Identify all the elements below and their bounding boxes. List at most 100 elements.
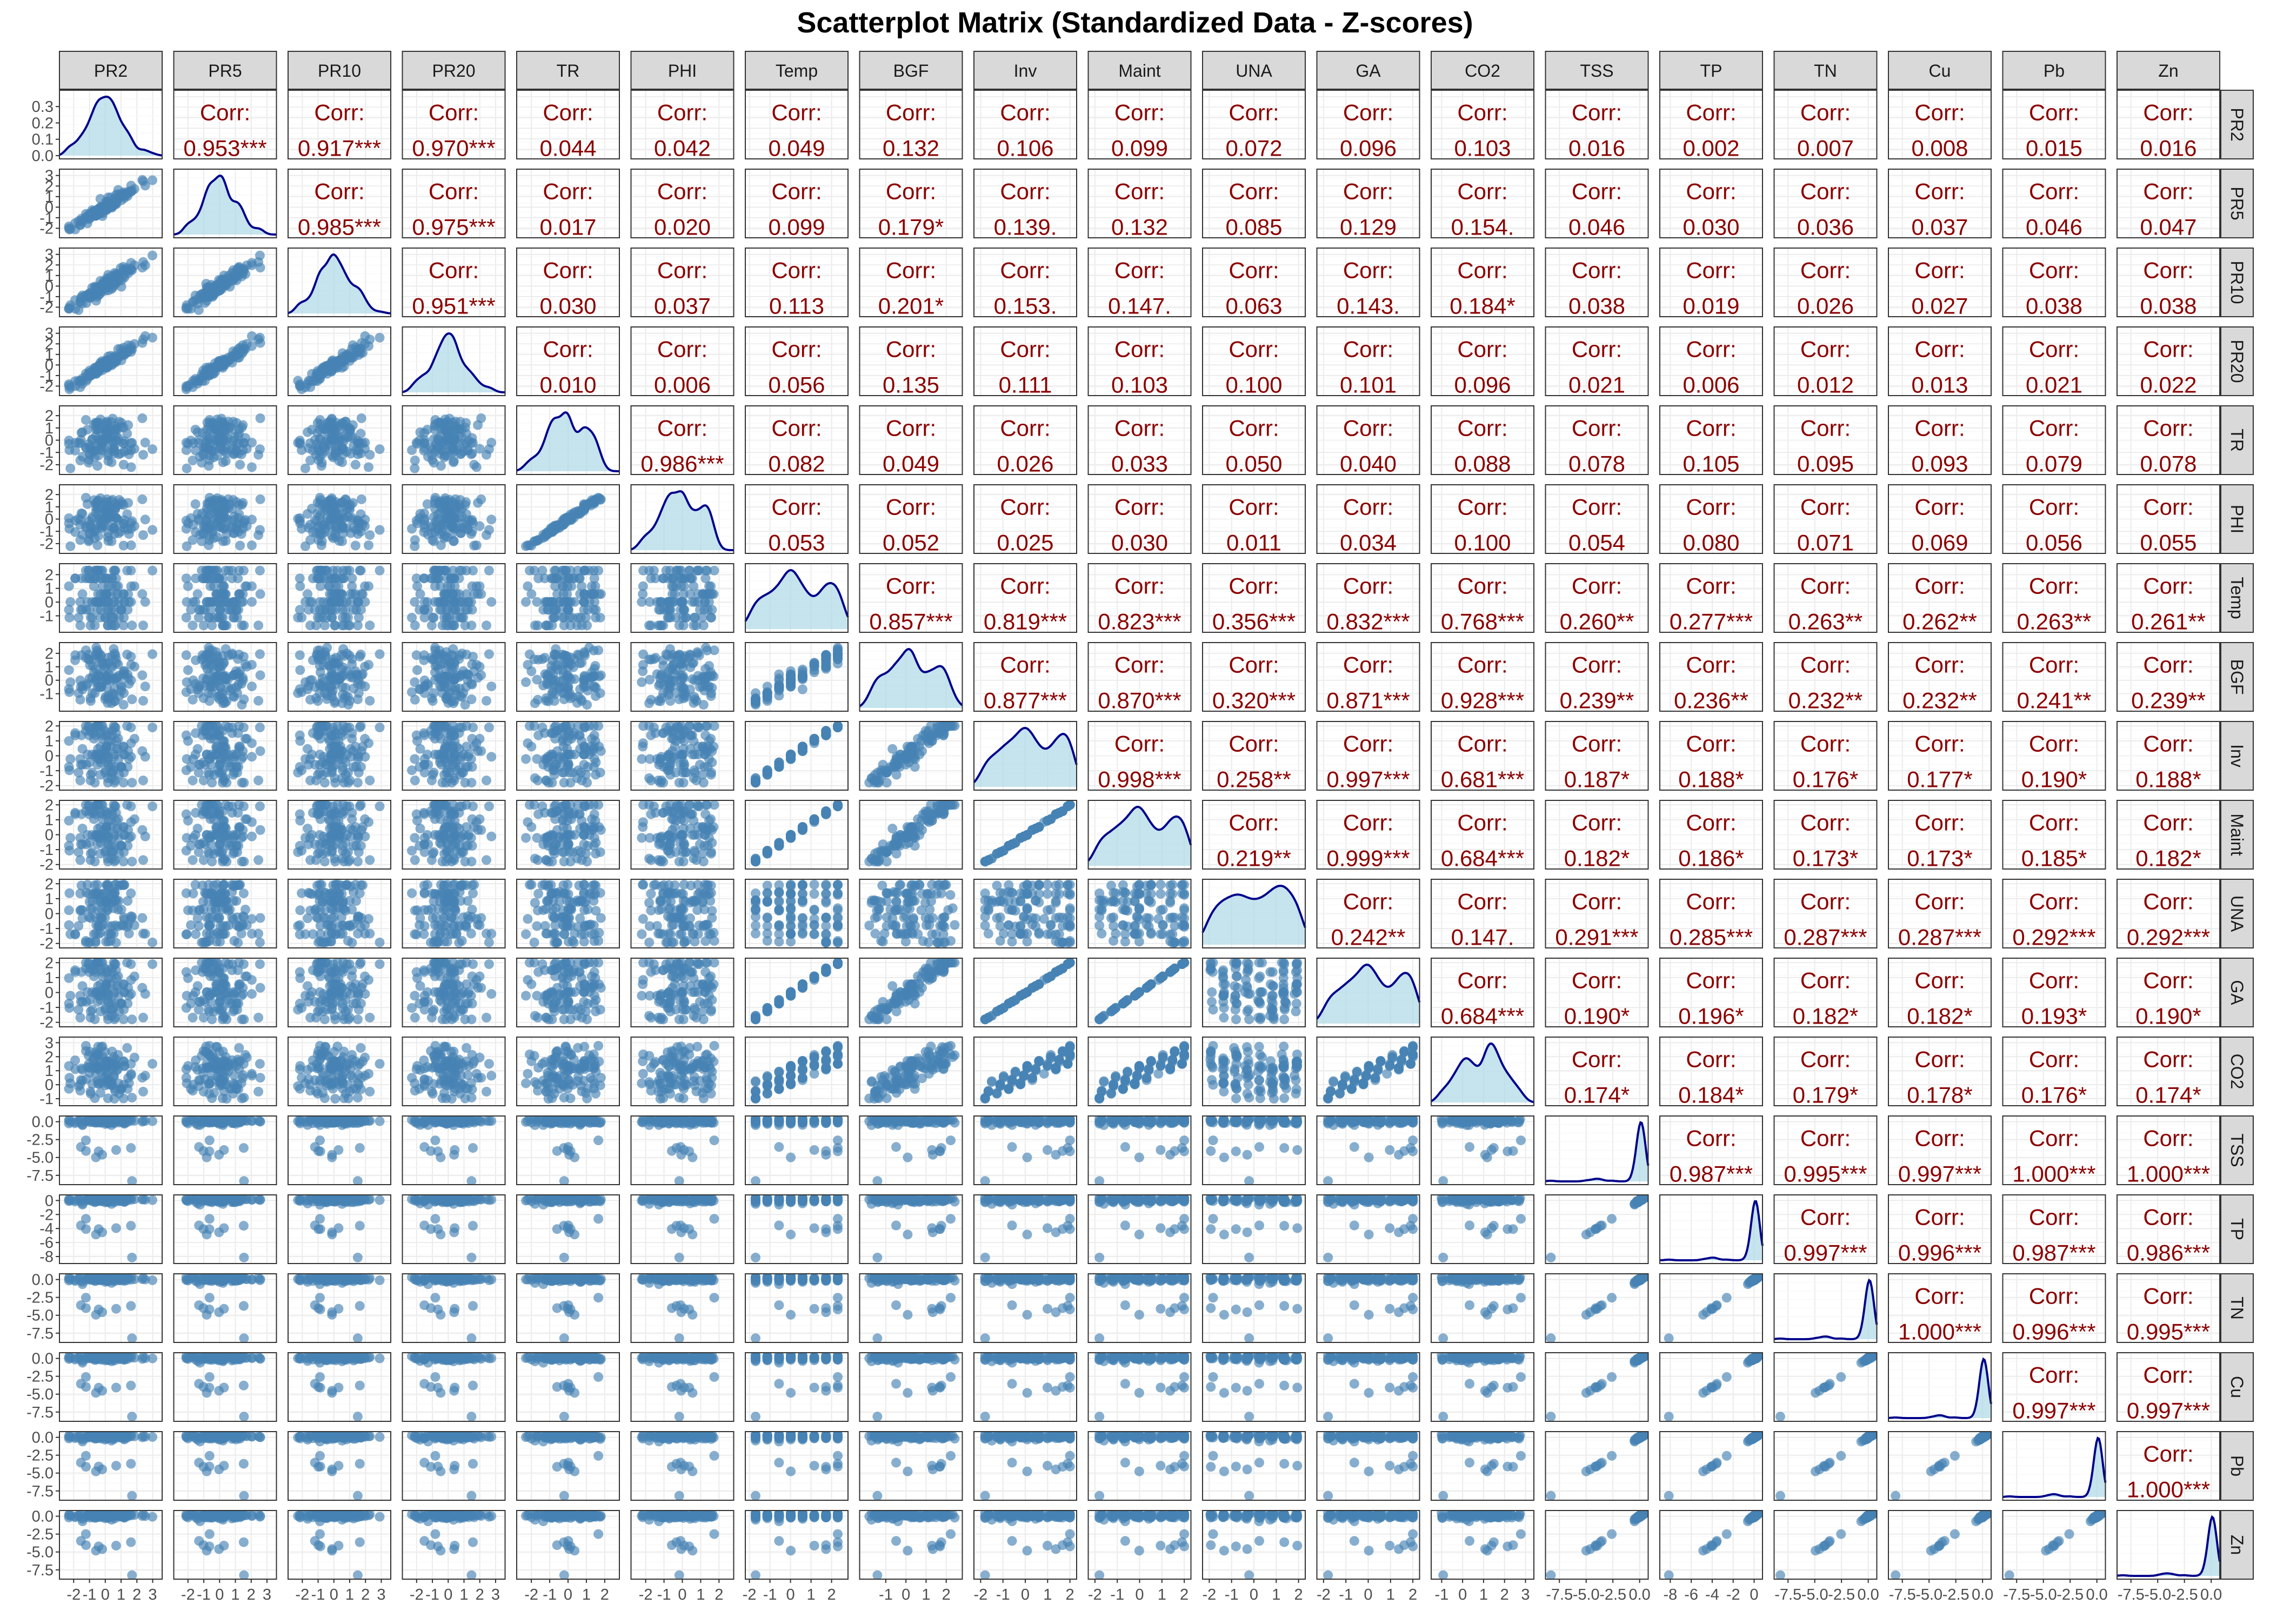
strip-label-top-tn: TN (1814, 61, 1837, 81)
scatter-point (78, 509, 88, 519)
scatter-point (357, 589, 366, 599)
strip-label-right-una: UNA (2227, 895, 2247, 932)
corr-label: Corr: (771, 179, 822, 204)
corr-value-tr-temp: 0.082 (768, 451, 825, 477)
scatter-point (336, 424, 345, 434)
scatter-point (106, 605, 116, 614)
scatter-point (112, 589, 122, 599)
scatter-point (303, 427, 312, 437)
scatter-point (233, 573, 243, 583)
panel-pr20-cu: Corr:0.013 (1888, 327, 1991, 398)
scatter-point (231, 597, 241, 607)
scatter-point (122, 509, 132, 519)
scatter-point (458, 597, 468, 607)
corr-label: Corr: (429, 100, 479, 125)
corr-value-phi-tss: 0.054 (1568, 530, 1625, 556)
scatter-point (476, 589, 486, 599)
corr-label: Corr: (1114, 494, 1165, 520)
scatter-point (315, 530, 325, 539)
scatter-point (360, 514, 370, 524)
strip-label-right-temp: Temp (2227, 577, 2247, 619)
panel-pr5-pr20: Corr:0.975*** (403, 169, 505, 240)
corr-label: Corr: (2029, 337, 2079, 362)
corr-label: Corr: (657, 100, 707, 125)
scatter-point (293, 376, 303, 386)
scatter-point (205, 520, 215, 530)
strip-label-right-pr20: PR20 (2227, 339, 2247, 383)
corr-label: Corr: (1343, 494, 1393, 520)
scatter-point (449, 457, 458, 467)
scatter-point (457, 566, 467, 576)
scatter-point (65, 597, 75, 607)
panel-tr-pr2 (59, 406, 162, 474)
scatter-point (448, 589, 458, 599)
scatter-point (141, 514, 150, 524)
panel-pr5-zn: Corr:0.047 (2117, 169, 2220, 240)
scatter-point (364, 540, 373, 550)
scatter-point (538, 530, 548, 539)
scatter-point (430, 421, 440, 431)
corr-value-pr5-tr: 0.017 (539, 215, 596, 240)
scatter-point (221, 436, 231, 446)
panel-phi-co2: Corr:0.100 (1431, 485, 1534, 556)
scatter-point (482, 530, 491, 540)
scatter-point (239, 566, 249, 576)
corr-label: Corr: (1114, 100, 1165, 125)
scatter-point (65, 300, 75, 310)
panel-phi-pr5 (174, 485, 277, 553)
corr-label: Corr: (1457, 416, 1507, 441)
scatter-point (78, 299, 88, 309)
panel-pr20-pr20 (403, 327, 505, 396)
corr-value-pr10-inv: 0.153. (994, 293, 1057, 319)
corr-label: Corr: (1686, 100, 1736, 125)
corr-value-pr20-tr: 0.010 (539, 372, 596, 398)
corr-value-pr20-bgf: 0.135 (883, 372, 939, 398)
scatter-point (119, 447, 129, 457)
scatter-point (326, 513, 336, 523)
scatter-point (337, 537, 347, 546)
corr-value-tr-co2: 0.088 (1454, 451, 1511, 477)
scatter-point (218, 620, 228, 630)
corr-value-pr20-una: 0.100 (1225, 372, 1282, 398)
corr-value-phi-ga: 0.034 (1340, 530, 1397, 556)
panel-pr5-pr2 (59, 169, 162, 238)
corr-label: Corr: (543, 179, 593, 204)
corr-label: Corr: (1800, 416, 1851, 441)
corr-label: Corr: (2029, 494, 2079, 520)
corr-label: Corr: (1686, 494, 1736, 520)
corr-label: Corr: (1343, 337, 1393, 362)
corr-value-pr5-co2: 0.154. (1451, 215, 1514, 240)
strip-label-top-tp: TP (1700, 61, 1722, 81)
corr-label: Corr: (886, 258, 936, 283)
panel-pr5-phi: Corr:0.020 (631, 169, 734, 240)
scatter-point (106, 620, 116, 630)
scatter-point (355, 566, 365, 576)
scatter-point (123, 498, 133, 508)
corr-value-pr2-tp: 0.002 (1683, 136, 1739, 161)
corr-label: Corr: (314, 100, 364, 125)
scatter-point (119, 523, 129, 533)
corr-value-tr-maint: 0.033 (1111, 451, 1168, 477)
panel-pr10-tss: Corr:0.038 (1546, 248, 1648, 319)
panel-pr5-temp: Corr:0.099 (745, 169, 848, 240)
panel-pr10-una: Corr:0.063 (1203, 248, 1305, 319)
strip-label-right-phi: PHI (2227, 505, 2247, 533)
corr-value-pr10-zn: 0.038 (2140, 293, 2196, 319)
strip-label-right-inv: Inv (2227, 744, 2247, 767)
strip-label-top-bgf: BGF (893, 61, 929, 81)
panel-tr-bgf: Corr:0.049 (860, 406, 963, 477)
scatter-point (584, 498, 594, 508)
panel-pr20-temp: Corr:0.056 (745, 327, 848, 398)
scatter-point (486, 438, 496, 447)
scatter-point (193, 427, 203, 437)
scatter-point (209, 452, 219, 462)
scatter-point (65, 224, 75, 234)
scatter-point (337, 457, 347, 467)
corr-label: Corr: (2143, 179, 2193, 204)
scatter-point (137, 263, 147, 272)
scatter-point (64, 518, 74, 528)
scatter-point (293, 438, 303, 447)
scatter-point (247, 331, 257, 341)
strip-label-right-tr: TR (2227, 429, 2247, 452)
scatter-point (442, 605, 452, 614)
